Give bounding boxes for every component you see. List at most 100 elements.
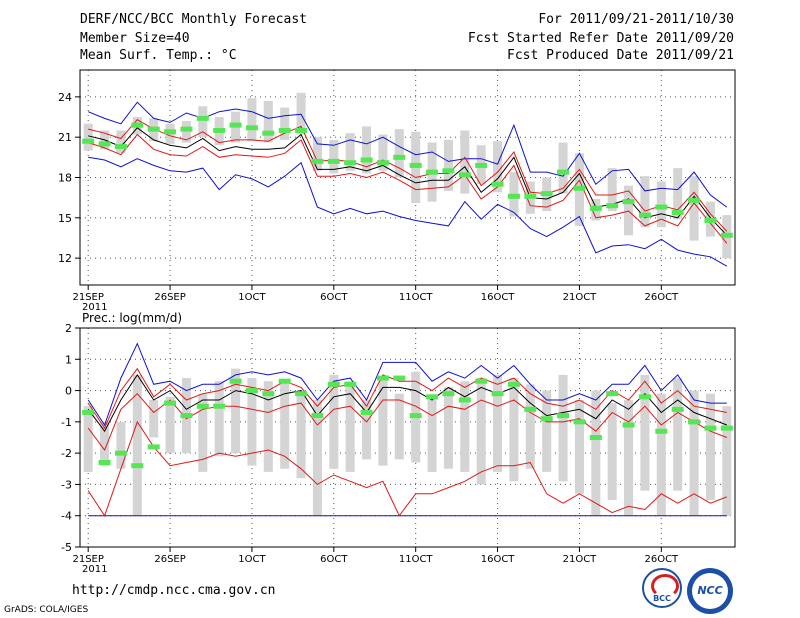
spread-box (673, 168, 683, 220)
plot-frame (79, 327, 736, 548)
spread-box (116, 130, 126, 154)
spread-box (231, 368, 241, 454)
y-tick-label: 24 (58, 91, 72, 104)
mean-marker (720, 425, 733, 431)
mean-marker (327, 381, 340, 387)
mean-marker (540, 191, 553, 197)
mean-marker (327, 158, 340, 164)
produced-date: Fcst Produced Date 2011/09/21 (507, 48, 734, 63)
mean-marker (507, 193, 520, 199)
spread-box (362, 126, 372, 174)
mean-marker (114, 144, 127, 150)
spread-box (362, 399, 372, 460)
mean-marker (360, 157, 373, 163)
spread-box (312, 399, 322, 516)
forecast-period: For 2011/09/21-2011/10/30 (538, 12, 734, 27)
mean-marker (196, 115, 209, 121)
spread-box (83, 406, 93, 472)
mean-marker (622, 199, 635, 205)
y-tick-label: 2 (65, 322, 72, 335)
median-line (88, 127, 728, 236)
mean-marker (442, 391, 455, 397)
ncc-globe-icon (692, 573, 728, 609)
min-line (88, 156, 728, 267)
mean-marker (147, 126, 160, 132)
mean-marker (229, 378, 242, 384)
spread-box (607, 168, 617, 212)
mean-marker (458, 397, 471, 403)
mean-marker (540, 416, 553, 422)
mean-marker (475, 162, 488, 168)
mean-marker (360, 409, 373, 415)
mean-marker (442, 168, 455, 174)
mean-marker (82, 409, 95, 415)
y-tick-label: -4 (61, 510, 72, 523)
mean-marker (671, 209, 684, 215)
mean-marker (196, 403, 209, 409)
x-tick-label: 11OCT (399, 554, 434, 565)
y-tick-label: 21 (58, 131, 72, 144)
spread-box (591, 390, 601, 516)
spread-box (296, 92, 306, 135)
spread-box (640, 374, 650, 491)
spread-box (542, 390, 552, 472)
x-tick-label: 16OCT (481, 554, 516, 565)
mean-marker (262, 391, 275, 397)
source-url[interactable]: http://cmdp.ncc.cma.gov.cn (72, 583, 276, 598)
spread-box (624, 185, 634, 236)
spread-box (247, 98, 257, 142)
y-tick-label: 0 (65, 385, 72, 398)
mean-marker (622, 422, 635, 428)
x-tick-label: 1OCT (238, 554, 266, 565)
y-tick-label: 1 (65, 353, 72, 366)
spread-box (493, 374, 503, 472)
mean-marker (393, 375, 406, 381)
mean-marker (491, 181, 504, 187)
mean-marker (376, 160, 389, 166)
refer-date: Fcst Started Refer Date 2011/09/20 (467, 31, 734, 46)
x-tick-label: 26SEP (154, 292, 185, 303)
spread-box (689, 390, 699, 516)
ncc-logo: NCC (687, 568, 733, 614)
spread-box (263, 100, 273, 143)
spread-box (198, 106, 208, 138)
panel-title: Prec.: log(mm/d) (82, 311, 182, 325)
bcc-logo: BCC (642, 568, 682, 608)
y-tick-label: -3 (61, 478, 72, 491)
mean-marker (295, 391, 308, 397)
mean-marker (606, 391, 619, 397)
spread-box (427, 396, 437, 472)
spread-box (132, 374, 142, 516)
y-tick-label: 15 (58, 212, 72, 225)
mean-marker (376, 375, 389, 381)
spread-box (165, 396, 175, 454)
spread-box (83, 123, 93, 151)
y-tick-label: -1 (61, 416, 72, 429)
spread-box (280, 107, 290, 140)
spread-box (640, 176, 650, 228)
mean-marker (180, 126, 193, 132)
panel-prec: 21SEP 26SEP 1OCT 6OCT 11OCT 16OCT 21OCT 26OCT20… (61, 311, 736, 575)
mean-marker (245, 125, 258, 131)
spread-box (493, 141, 503, 193)
mean-marker (704, 425, 717, 431)
mean-marker (655, 428, 668, 434)
spread-box (443, 387, 453, 469)
spread-box (705, 393, 715, 501)
spread-box (280, 381, 290, 469)
spread-box (378, 378, 388, 466)
mean-marker (311, 413, 324, 419)
mean-marker (245, 388, 258, 394)
spread-box (329, 374, 339, 469)
mean-marker (589, 205, 602, 211)
spread-box (214, 381, 224, 457)
x-tick-label: 1OCT (238, 292, 266, 303)
spread-box (100, 421, 110, 466)
x-tick-label: 21OCT (563, 292, 598, 303)
spread-box (247, 378, 257, 466)
y-tick-label: -2 (61, 447, 72, 460)
x-tick-label: 26SEP (154, 554, 185, 565)
x-tick-label: 11OCT (399, 292, 434, 303)
mean-marker (409, 162, 422, 168)
